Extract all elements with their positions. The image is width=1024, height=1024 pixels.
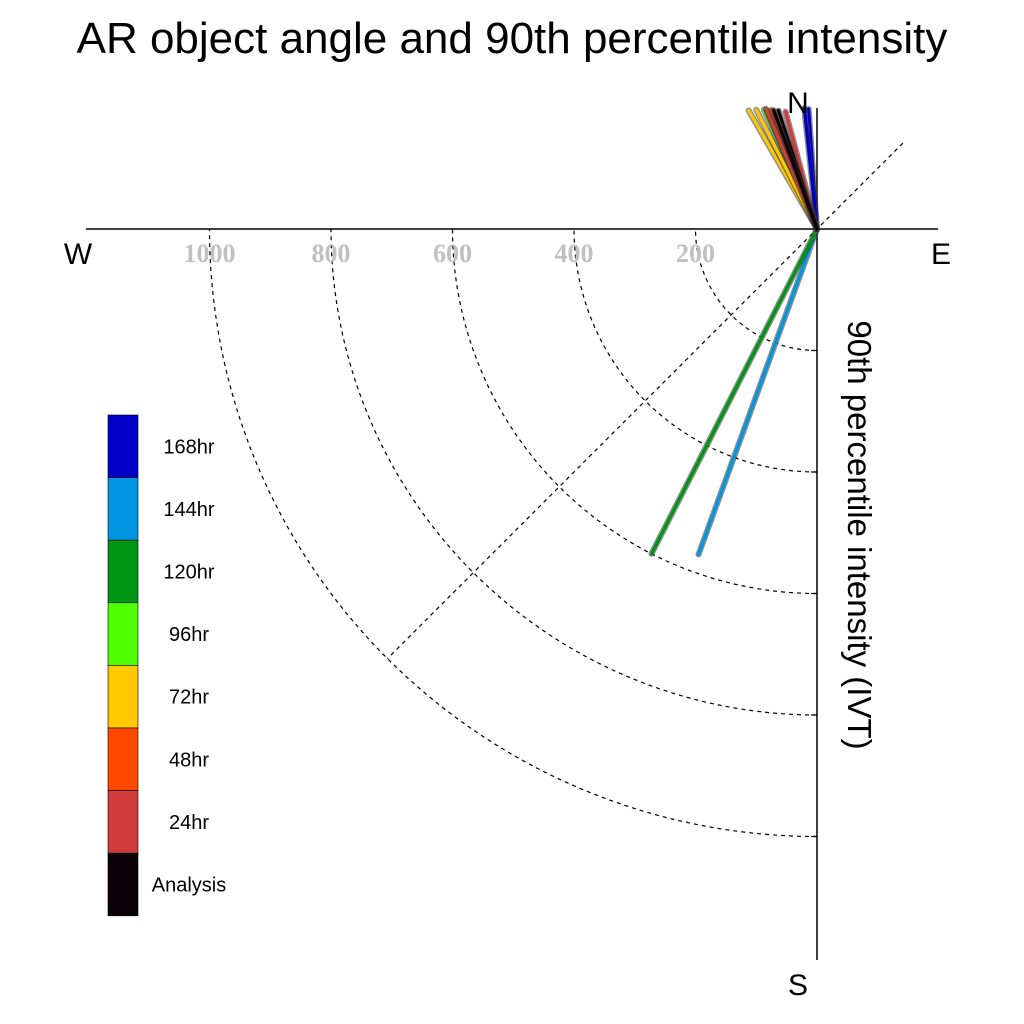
radial-tick-label: 800 (312, 239, 351, 268)
radial-tick-label: 1000 (184, 239, 236, 268)
legend-swatch (107, 602, 139, 666)
compass-west-label: W (64, 238, 93, 271)
legend-label: 120hr (163, 562, 214, 584)
legend-swatch (107, 727, 139, 791)
radial-tick-label: 600 (433, 239, 472, 268)
radial-tick-label: 200 (676, 239, 715, 268)
compass-east-label: E (931, 238, 951, 271)
vectors (648, 105, 820, 558)
radial-tick-label: 400 (555, 239, 594, 268)
legend-label: 72hr (169, 687, 209, 709)
vector-120hr (649, 227, 819, 556)
chart-title: AR object angle and 90th percentile inte… (76, 14, 948, 63)
legend-swatch (107, 852, 139, 917)
grid-arc (208, 228, 818, 838)
legend-swatch (107, 539, 139, 604)
legend: 168hr 144hr 120hr 96hr 72hr 48hr 24hr Analysis (107, 414, 226, 917)
legend-swatch (107, 665, 139, 729)
diagonal-guide (387, 142, 904, 659)
grid-arc (694, 228, 818, 352)
legend-swatch (107, 790, 139, 854)
grid-arc (330, 228, 818, 716)
axes (86, 108, 938, 960)
legend-label: 144hr (163, 499, 214, 521)
compass-north-label: N (787, 87, 809, 120)
legend-label: 96hr (169, 624, 209, 646)
legend-swatch (107, 477, 139, 541)
legend-label: Analysis (152, 875, 226, 897)
legend-label: 48hr (169, 749, 209, 771)
labels: 200 400 600 800 1000 N S E W 90th percentile inte… (64, 87, 951, 1002)
legend-label: 168hr (163, 436, 214, 458)
compass-south-label: S (788, 969, 808, 1002)
radial-axis-title: 90th percentile intensity (IVT) (841, 320, 878, 749)
vector-analysis (772, 108, 819, 231)
vector-144hr (696, 227, 819, 556)
legend-label: 24hr (169, 812, 209, 834)
vector-168hr (802, 106, 819, 231)
legend-swatch (107, 414, 139, 478)
